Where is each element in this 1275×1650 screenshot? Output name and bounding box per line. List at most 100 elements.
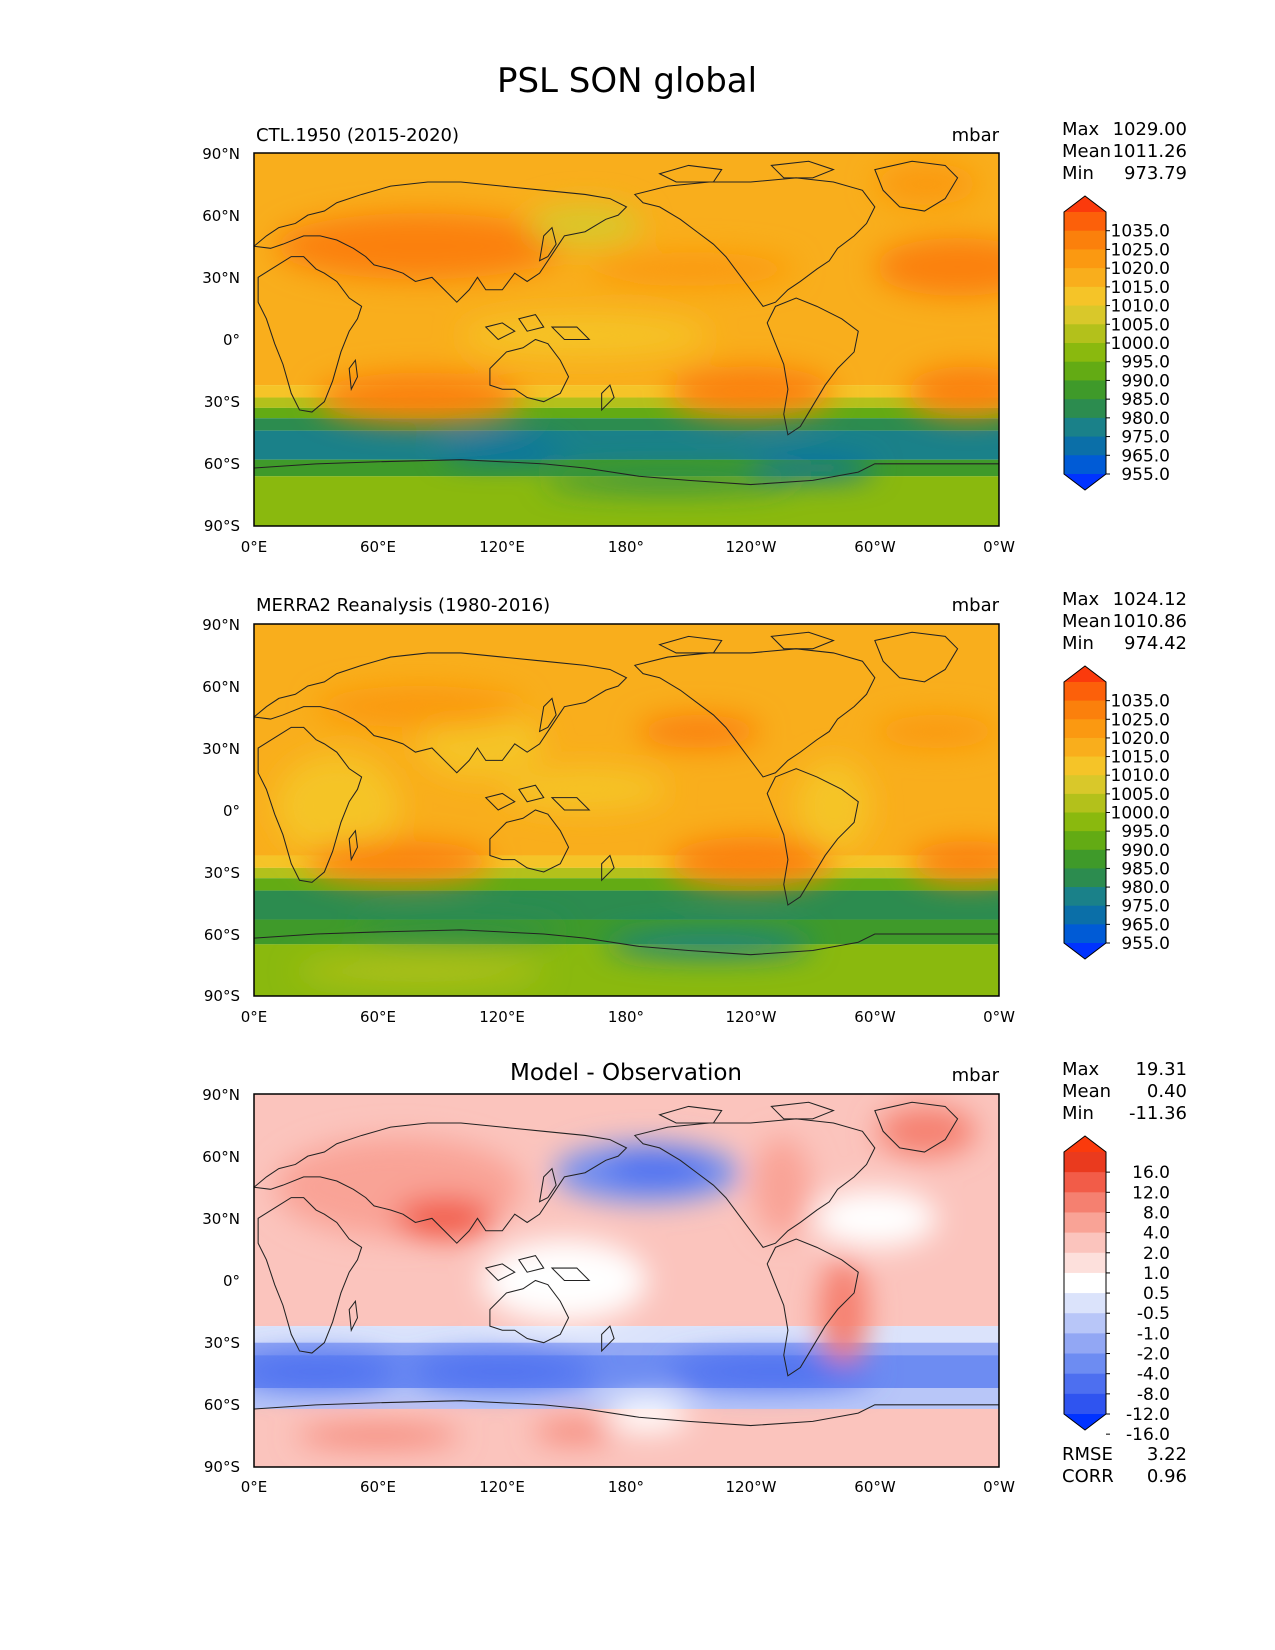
lat-tick-label: 0° [223, 1272, 240, 1290]
pressure-low [605, 931, 813, 957]
colorbar-segment [1064, 1393, 1106, 1415]
lon-tick-label: 120°E [479, 1478, 525, 1496]
colorbar-segment [1064, 361, 1106, 382]
lon-tick-label: 180° [608, 1478, 644, 1496]
stat-value: 1024.12 [1113, 589, 1187, 610]
colorbar-segment [1064, 230, 1106, 251]
lat-tick-label: 0° [223, 802, 240, 820]
stats-block: Max 19.31 Mean 0.40 Min -11.36 [1062, 1059, 1187, 1124]
lat-tick-label: 90°N [202, 145, 240, 163]
map-frame [253, 1093, 1000, 1468]
map-frame [253, 152, 1000, 527]
colorbar-label: 1035.0 [1111, 692, 1170, 712]
lon-tick-label: 120°E [479, 1008, 525, 1026]
colorbar-segment [1064, 849, 1106, 870]
colorbar-label: 985.0 [1121, 859, 1170, 879]
lat-band [254, 867, 999, 879]
lat-tick-label: 30°S [204, 393, 240, 411]
pressure-high [295, 958, 544, 984]
stat-value: 1011.26 [1113, 141, 1187, 162]
pressure-low [796, 760, 871, 852]
lat-tick-label: 30°N [202, 269, 240, 287]
anomaly-negative [254, 1355, 399, 1389]
panel-units: mbar [952, 1065, 1000, 1086]
pressure-high [667, 836, 834, 887]
lat-band [254, 1342, 999, 1356]
colorbar-label: 1000.0 [1111, 334, 1170, 354]
pressure-high [905, 366, 999, 417]
colorbar-segment [1064, 286, 1106, 307]
stat-label: Min [1062, 1103, 1094, 1124]
stat-value: 1010.86 [1113, 611, 1187, 632]
anomaly-positive [752, 1137, 811, 1237]
stat-value: 0.96 [1147, 1466, 1187, 1487]
lat-axis: 90°N 60°N 30°N 0° 30°S 60°S 90°S [202, 1086, 240, 1476]
pressure-high [316, 372, 524, 423]
stat-value: 1029.00 [1113, 119, 1187, 140]
colorbar-segment [1064, 1333, 1106, 1355]
colorbar-label: 1035.0 [1111, 222, 1170, 242]
stat-label: Max [1062, 119, 1100, 140]
colorbar-label: 990.0 [1121, 371, 1170, 391]
pressure-high [274, 213, 565, 280]
panel-difference: Model - Observation mbar [202, 1059, 1187, 1496]
stat-value: 973.79 [1124, 163, 1187, 184]
lat-tick-label: 30°N [202, 740, 240, 758]
lat-tick-label: 90°S [204, 1458, 240, 1476]
colorbar-extend-max [1064, 196, 1106, 212]
colorbar-label: 1.0 [1143, 1264, 1170, 1284]
lat-tick-label: 60°S [204, 1396, 240, 1414]
map-field [254, 153, 999, 526]
colorbar-label: -0.5 [1137, 1304, 1170, 1324]
pressure-high [874, 237, 999, 296]
colorbar-segment [1064, 1252, 1106, 1274]
colorbar-segment [1064, 756, 1106, 776]
lon-tick-label: 0°E [241, 1478, 268, 1496]
colorbar-segment [1064, 924, 1106, 944]
lon-axis: 0°E 60°E 120°E 180° 120°W 60°W 0°W [241, 1008, 1015, 1026]
panel-units: mbar [952, 125, 1000, 146]
colorbar-label: -2.0 [1137, 1345, 1170, 1365]
lat-band [254, 878, 999, 891]
colorbar-label: 1010.0 [1111, 297, 1170, 317]
lat-band [254, 1326, 999, 1343]
panel-left-title: CTL.1950 (2015-2020) [256, 125, 459, 146]
colorbar-segment [1064, 719, 1106, 739]
colorbar-extend-max [1064, 666, 1106, 682]
lon-axis: 0°E 60°E 120°E 180° 120°W 60°W 0°W [241, 538, 1015, 556]
pressure-low [527, 204, 644, 247]
colorbar-label: 1010.0 [1111, 766, 1170, 786]
lat-tick-label: 90°S [204, 987, 240, 1005]
lon-tick-label: 60°W [854, 1008, 896, 1026]
colorbar-segment [1064, 700, 1106, 720]
lat-tick-label: 60°N [202, 678, 240, 696]
stats-block: Max 1024.12 Mean 1010.86 Min 974.42 [1062, 589, 1187, 654]
colorbar: 1035.01025.01020.01015.01010.01005.01000… [1063, 195, 1170, 491]
map-field [254, 1094, 999, 1467]
colorbar-segment [1064, 380, 1106, 400]
colorbar-segment [1064, 737, 1106, 758]
colorbar-segment [1064, 775, 1106, 795]
stat-value: 3.22 [1147, 1444, 1187, 1465]
anomaly-negative [667, 1355, 875, 1389]
lat-band [254, 890, 999, 920]
pressure-low [502, 768, 668, 811]
stat-label: Max [1062, 1059, 1100, 1080]
pressure-high [305, 841, 492, 883]
lon-tick-label: 60°E [360, 1008, 396, 1026]
lon-tick-label: 60°W [854, 1478, 896, 1496]
panel-center-title: Model - Observation [510, 1060, 742, 1086]
lat-tick-label: 60°N [202, 207, 240, 225]
lat-band [254, 430, 999, 460]
colorbar-segment [1064, 1293, 1106, 1314]
lat-tick-label: 90°N [202, 616, 240, 634]
colorbar-segment [1064, 1353, 1106, 1375]
colorbar-label: 4.0 [1143, 1224, 1170, 1244]
lon-tick-label: 0°W [983, 1008, 1015, 1026]
colorbar: 16.012.08.04.02.01.00.5-0.5-1.0-2.0-4.0-… [1063, 1135, 1170, 1445]
stat-value: -11.36 [1129, 1103, 1187, 1124]
lat-tick-label: 30°S [204, 864, 240, 882]
pressure-high [636, 714, 762, 749]
stat-value: 19.31 [1135, 1059, 1187, 1080]
lat-tick-label: 30°N [202, 1210, 240, 1228]
